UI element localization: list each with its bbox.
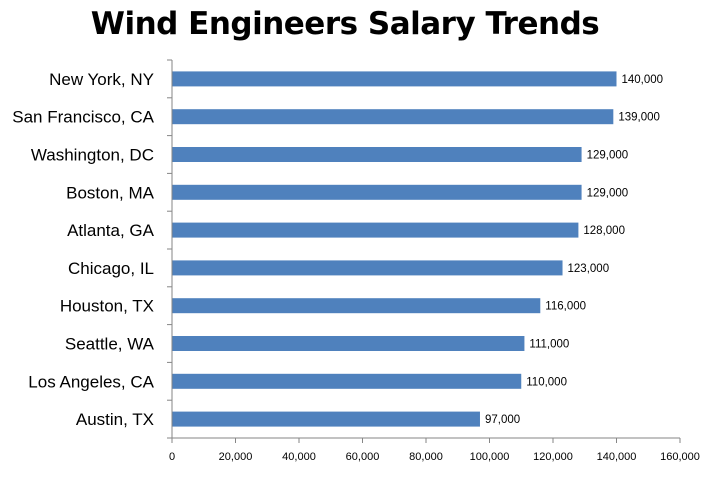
- x-tick-label: 40,000: [282, 451, 316, 463]
- data-label: 116,000: [545, 301, 586, 313]
- data-label: 129,000: [587, 187, 629, 199]
- data-label: 97,000: [485, 414, 520, 426]
- x-tick-label: 60,000: [346, 451, 380, 463]
- x-tick-label: 120,000: [533, 451, 573, 463]
- x-tick-label: 100,000: [470, 451, 510, 463]
- bar: [172, 298, 541, 314]
- category-label: New York, NY: [49, 70, 154, 89]
- bar: [172, 411, 480, 427]
- bar: [172, 109, 614, 125]
- category-label: Atlanta, GA: [67, 221, 155, 240]
- data-label: 111,000: [529, 339, 569, 351]
- category-label: Boston, MA: [66, 183, 155, 202]
- category-label: Chicago, IL: [68, 259, 154, 278]
- category-label: Austin, TX: [76, 410, 154, 429]
- bar: [172, 71, 617, 87]
- x-tick-label: 80,000: [409, 451, 443, 463]
- bar: [172, 336, 525, 351]
- category-label: San Francisco, CA: [12, 108, 154, 127]
- category-label: Houston, TX: [60, 297, 154, 316]
- bar: [172, 260, 563, 276]
- data-label: 123,000: [568, 263, 610, 275]
- x-tick-label: 20,000: [219, 451, 253, 463]
- x-tick-label: 160,000: [660, 451, 700, 463]
- bar: [172, 222, 579, 238]
- chart-title: Wind Engineers Salary Trends: [90, 6, 600, 42]
- category-label: Los Angeles, CA: [28, 372, 154, 391]
- x-tick-label: 0: [169, 451, 175, 463]
- data-label: 110,000: [526, 376, 567, 388]
- bar: [172, 184, 582, 200]
- data-label: 129,000: [587, 150, 629, 162]
- x-tick-label: 140,000: [597, 451, 637, 463]
- category-label: Washington, DC: [31, 146, 154, 165]
- bar: [172, 373, 522, 389]
- data-label: 139,000: [618, 112, 660, 124]
- category-label: Seattle, WA: [65, 335, 155, 354]
- data-label: 128,000: [583, 225, 625, 237]
- data-label: 140,000: [622, 74, 664, 86]
- bar: [172, 147, 582, 162]
